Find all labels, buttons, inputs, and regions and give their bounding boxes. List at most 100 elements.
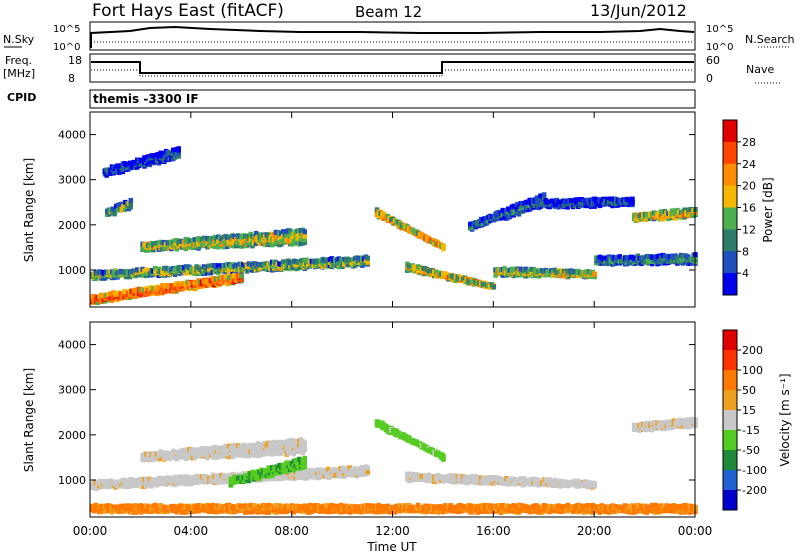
vel-cell — [365, 469, 370, 475]
vel-cell — [241, 442, 246, 448]
power-colorbar — [723, 120, 737, 296]
power-cell — [288, 228, 293, 234]
power-colorbar-tick-label: 28 — [742, 136, 756, 149]
nsky-label: N.Sky — [3, 33, 35, 46]
power-cell — [239, 273, 244, 279]
power-heatmap — [90, 146, 698, 306]
power-cell — [246, 240, 252, 246]
power-cell — [102, 275, 108, 281]
power-cell — [95, 300, 100, 306]
vel-cell — [230, 454, 235, 460]
freq-unit: [MHz] — [3, 67, 35, 80]
nsearch-tick-bottom: 10^0 — [706, 42, 733, 53]
power-colorbar-swatch — [723, 163, 737, 187]
vel-cell — [158, 449, 163, 455]
freq-tick-top: 18 — [68, 54, 82, 67]
nsearch-tick-top: 10^5 — [706, 24, 733, 35]
power-cell — [241, 240, 246, 246]
power-cell — [151, 247, 156, 253]
power-cell — [365, 255, 370, 261]
power-cell — [176, 153, 181, 159]
figure-title: Fort Hays East (fitACF) — [92, 1, 284, 21]
power-colorbar-label: Power [dB] — [761, 177, 775, 242]
nsky-tick-bottom: 10^0 — [53, 42, 80, 53]
power-ylabel: Slant Range [km] — [22, 158, 36, 262]
power-cell — [516, 211, 522, 217]
nave-tick-bottom: 0 — [706, 72, 713, 85]
power-cell — [232, 234, 237, 240]
power-cell — [176, 150, 181, 156]
power-cell — [201, 235, 207, 241]
power-y-tick-label: 2000 — [58, 219, 86, 232]
power-cell — [592, 271, 597, 277]
nsky-panel — [89, 21, 696, 51]
power-cell — [491, 284, 497, 290]
power-cell — [266, 232, 271, 238]
beam-label: Beam 12 — [355, 3, 422, 21]
power-cell — [128, 201, 134, 207]
power-cell — [302, 239, 307, 245]
power-colorbar-tick-label: 24 — [742, 158, 756, 171]
power-colorbar-swatch — [723, 185, 737, 208]
vel-cell — [174, 475, 180, 481]
vel-cell — [282, 468, 288, 474]
power-colorbar-swatch — [723, 141, 737, 165]
power-cell — [153, 265, 158, 271]
cpid-panel — [89, 89, 696, 109]
power-cell — [282, 239, 288, 245]
power-colorbar-tick-label: 8 — [742, 245, 749, 258]
power-cell — [176, 146, 181, 152]
vel-cell — [230, 471, 235, 477]
nsky-trace — [90, 25, 695, 48]
power-y-tick-label: 1000 — [58, 264, 86, 277]
power-cell — [279, 241, 284, 247]
vel-cell — [252, 442, 257, 448]
vel-cell — [302, 455, 307, 461]
power-cell — [493, 216, 498, 222]
power-cell — [617, 254, 623, 260]
power-cell — [441, 246, 446, 252]
power-cell — [127, 274, 133, 280]
vel-cell — [212, 454, 217, 460]
power-cell — [541, 195, 547, 201]
power-y-axis: 1000 2000 3000 4000 — [58, 129, 695, 277]
power-cell — [514, 202, 520, 208]
power-cell — [128, 204, 134, 210]
power-cell — [565, 204, 570, 210]
power-cell — [128, 197, 134, 203]
vel-cell — [302, 464, 307, 470]
power-cell — [145, 267, 151, 273]
vel-cell — [266, 451, 271, 457]
vel-cell — [205, 455, 210, 461]
power-cell — [216, 263, 221, 269]
power-y-tick-label: 4000 — [58, 129, 86, 142]
vel-cell — [293, 443, 298, 449]
power-cell — [201, 264, 207, 270]
power-cell — [284, 233, 289, 239]
vel-cell — [237, 444, 243, 450]
date-label: 13/Jun/2012 — [590, 1, 687, 20]
power-colorbar-swatch — [723, 251, 737, 274]
vel-cell — [203, 446, 208, 452]
power-cell — [541, 192, 547, 198]
cpid-value: themis -3300 IF — [93, 92, 199, 106]
power-colorbar-tick-label: 16 — [742, 202, 756, 215]
freq-label: Freq. — [5, 54, 32, 67]
power-cell — [302, 233, 307, 239]
nsky-tick-top: 10^5 — [53, 24, 80, 35]
power-cell — [630, 196, 635, 202]
power-cell — [302, 229, 307, 235]
power-cell — [282, 259, 288, 265]
velocity-heatmap — [90, 416, 698, 515]
power-y-tick-label: 3000 — [58, 174, 86, 187]
power-cell — [253, 230, 259, 236]
power-colorbar-swatch — [723, 229, 737, 252]
vel-cell — [297, 456, 302, 462]
vel-cell — [261, 473, 266, 479]
power-cell — [507, 214, 513, 220]
vel-cell — [208, 445, 214, 451]
power-colorbar-swatch — [723, 120, 737, 143]
power-colorbar-tick-label: 20 — [742, 180, 756, 193]
power-cell — [280, 229, 286, 235]
